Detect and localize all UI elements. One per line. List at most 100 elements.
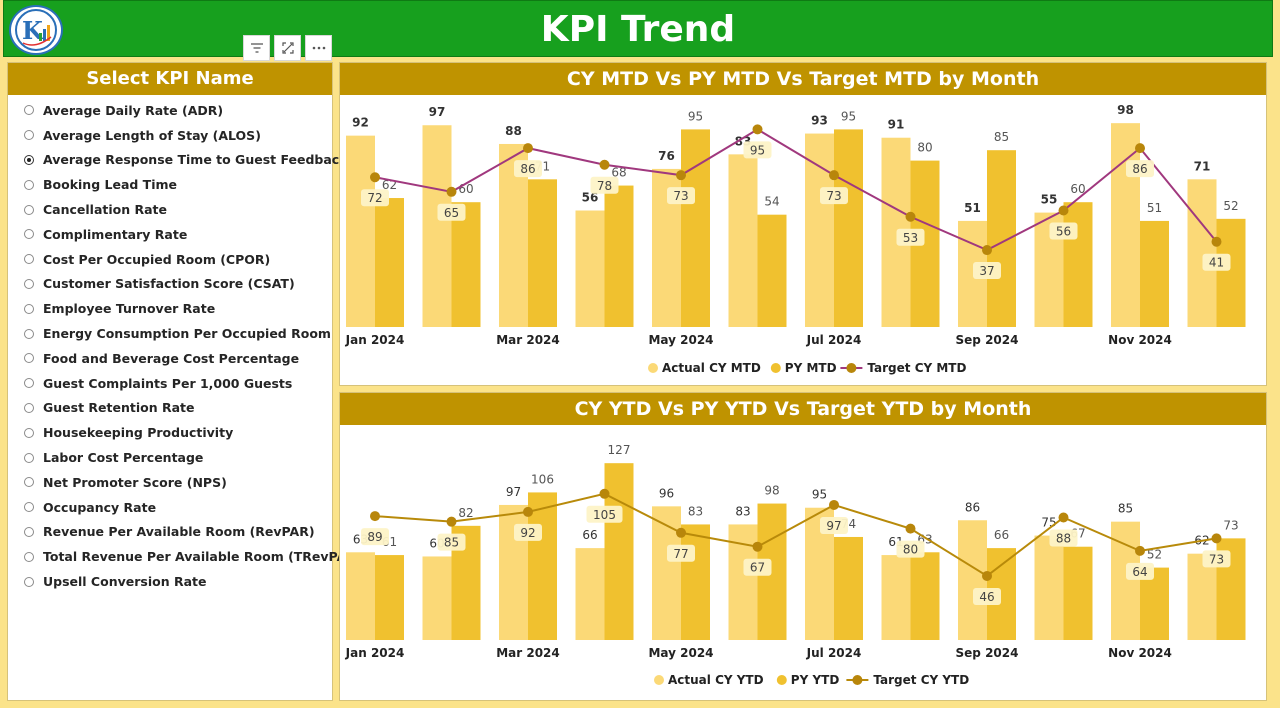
- kpi-option-label: Average Length of Stay (ALOS): [43, 127, 261, 143]
- data-label-actual: 97: [506, 485, 521, 499]
- data-label-actual: 98: [1117, 103, 1134, 117]
- bar-py: [757, 214, 787, 327]
- x-tick-label: Sep 2024: [956, 333, 1019, 347]
- data-label-target: 86: [1132, 162, 1147, 176]
- kpi-option[interactable]: Housekeeping Productivity: [8, 420, 332, 445]
- kpi-option[interactable]: Food and Beverage Cost Percentage: [8, 346, 332, 371]
- bar-py: [834, 129, 863, 327]
- target-marker: [523, 506, 533, 517]
- data-label-target: 73: [1209, 552, 1224, 566]
- bar-py: [1140, 220, 1169, 327]
- radio-button[interactable]: [24, 402, 34, 413]
- radio-button[interactable]: [24, 551, 34, 562]
- kpi-option[interactable]: Average Response Time to Guest Feedback: [8, 148, 348, 173]
- data-label-target: 73: [673, 189, 688, 203]
- data-label-target: 97: [826, 519, 841, 533]
- data-label-target: 92: [520, 526, 535, 540]
- radio-button[interactable]: [24, 526, 34, 537]
- focus-mode-icon[interactable]: [274, 35, 301, 61]
- filter-icon[interactable]: [243, 35, 270, 61]
- data-label-py: 127: [608, 443, 631, 457]
- radio-button[interactable]: [24, 378, 34, 389]
- kpi-option[interactable]: Total Revenue Per Available Room (TRevPA…: [8, 544, 362, 569]
- data-label-actual: 85: [1118, 502, 1133, 516]
- target-marker: [599, 488, 610, 499]
- radio-button[interactable]: [24, 229, 34, 240]
- kpi-option[interactable]: Revenue Per Available Room (RevPAR): [8, 520, 332, 545]
- kpi-option[interactable]: Complimentary Rate: [8, 222, 332, 247]
- bar-actual: [575, 548, 605, 640]
- kpi-option[interactable]: Net Promoter Score (NPS): [8, 470, 332, 495]
- bar-py: [910, 552, 940, 640]
- x-tick-label: Mar 2024: [496, 646, 560, 660]
- kpi-option[interactable]: Labor Cost Percentage: [8, 445, 332, 470]
- radio-button[interactable]: [24, 179, 34, 190]
- target-label-bg: [896, 540, 925, 558]
- radio-button[interactable]: [24, 254, 34, 265]
- kpi-option[interactable]: Cancellation Rate: [8, 197, 332, 222]
- radio-button[interactable]: [24, 427, 34, 438]
- target-label-bg: [1126, 160, 1154, 178]
- data-label-py: 51: [1147, 201, 1162, 215]
- data-label-py: 83: [688, 504, 703, 518]
- kpi-option-label: Guest Complaints Per 1,000 Guests: [43, 375, 293, 391]
- data-label-actual: 71: [1194, 159, 1211, 173]
- radio-button[interactable]: [24, 353, 34, 364]
- data-label-target: 65: [444, 206, 459, 220]
- radio-button[interactable]: [24, 204, 34, 215]
- ytd-chart-panel: CY YTD Vs PY YTD Vs Target YTD by Month …: [339, 392, 1267, 701]
- legend-label: PY MTD: [785, 361, 837, 375]
- chart-legend: Actual CY MTD PY MTD Target CY MTD: [648, 361, 966, 375]
- kpi-option[interactable]: Cost Per Occupied Room (CPOR): [8, 247, 332, 272]
- kpi-option[interactable]: Upsell Conversion Rate: [8, 569, 332, 594]
- data-label-actual: 83: [735, 504, 750, 518]
- radio-button[interactable]: [24, 477, 34, 488]
- kpi-option[interactable]: Guest Retention Rate: [8, 396, 332, 421]
- bar-py: [375, 198, 404, 327]
- radio-button[interactable]: [24, 452, 34, 463]
- mtd-chart-title: CY MTD Vs PY MTD Vs Target MTD by Month: [340, 63, 1266, 95]
- bar-actual: [881, 555, 911, 640]
- target-label-bg: [896, 228, 925, 246]
- radio-button[interactable]: [24, 576, 34, 587]
- radio-button[interactable]: [24, 328, 34, 339]
- target-marker: [1135, 545, 1145, 556]
- target-marker: [1211, 533, 1222, 544]
- data-label-target: 85: [444, 536, 459, 550]
- kpi-option[interactable]: Energy Consumption Per Occupied Room: [8, 321, 332, 346]
- data-label-py: 98: [764, 484, 779, 498]
- data-label-target: 80: [903, 543, 918, 557]
- kpi-option[interactable]: Booking Lead Time: [8, 172, 332, 197]
- target-label-bg: [1049, 222, 1078, 240]
- bar-actual: [422, 125, 452, 328]
- kpi-option-label: Net Promoter Score (NPS): [43, 474, 227, 490]
- kpi-option[interactable]: Customer Satisfaction Score (CSAT): [8, 272, 332, 297]
- radio-button[interactable]: [24, 105, 34, 116]
- radio-button[interactable]: [24, 154, 34, 165]
- kpi-option[interactable]: Guest Complaints Per 1,000 Guests: [8, 371, 332, 396]
- target-marker: [752, 541, 763, 552]
- kpi-option[interactable]: Average Daily Rate (ADR): [8, 98, 332, 123]
- kpi-option[interactable]: Average Length of Stay (ALOS): [8, 123, 332, 148]
- data-label-py: 95: [688, 109, 703, 123]
- kpi-option-label: Customer Satisfaction Score (CSAT): [43, 276, 295, 292]
- bar-py: [604, 185, 634, 327]
- radio-button[interactable]: [24, 278, 34, 289]
- radio-button[interactable]: [24, 303, 34, 314]
- target-label-bg: [667, 544, 695, 562]
- radio-button[interactable]: [24, 502, 34, 513]
- bar-py: [1216, 218, 1246, 327]
- data-label-py: 85: [994, 130, 1009, 144]
- radio-button[interactable]: [24, 130, 34, 141]
- kpi-option[interactable]: Employee Turnover Rate: [8, 296, 332, 321]
- more-options-icon[interactable]: [305, 35, 332, 61]
- data-label-actual: 55: [1041, 193, 1058, 207]
- kpi-option[interactable]: Occupancy Rate: [8, 495, 332, 520]
- data-label-actual: 51: [964, 201, 981, 215]
- target-marker: [370, 511, 380, 522]
- bar-actual: [1034, 535, 1064, 640]
- target-line: [374, 128, 1218, 252]
- target-marker: [905, 523, 916, 534]
